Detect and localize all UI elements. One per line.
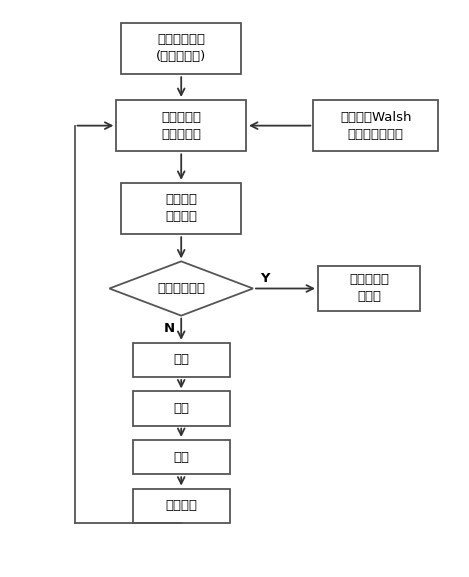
Bar xyxy=(133,343,230,377)
Text: 译码并计算
适应度的值: 译码并计算 适应度的值 xyxy=(161,111,201,141)
Text: 变异: 变异 xyxy=(173,451,189,463)
Bar xyxy=(318,265,420,312)
Bar xyxy=(313,100,439,151)
Bar xyxy=(133,391,230,426)
Text: N: N xyxy=(164,322,175,335)
Bar xyxy=(121,23,242,74)
Bar xyxy=(133,440,230,474)
Bar xyxy=(121,183,242,234)
Text: 满足结束条件: 满足结束条件 xyxy=(157,282,205,295)
Polygon shape xyxy=(109,261,253,316)
Text: 更新种群: 更新种群 xyxy=(165,499,197,512)
Text: 产生初始种群
(染色体编码): 产生初始种群 (染色体编码) xyxy=(156,33,206,63)
Text: 构造基于Walsh
函数的正交矩阵: 构造基于Walsh 函数的正交矩阵 xyxy=(340,111,412,141)
Bar xyxy=(133,489,230,523)
Text: 停止并得到
优化解: 停止并得到 优化解 xyxy=(349,273,389,304)
Bar xyxy=(116,100,246,151)
Text: Y: Y xyxy=(260,272,269,284)
Text: 交叉: 交叉 xyxy=(173,402,189,415)
Text: 分配评估
适应度值: 分配评估 适应度值 xyxy=(165,193,197,223)
Text: 选择: 选择 xyxy=(173,354,189,366)
